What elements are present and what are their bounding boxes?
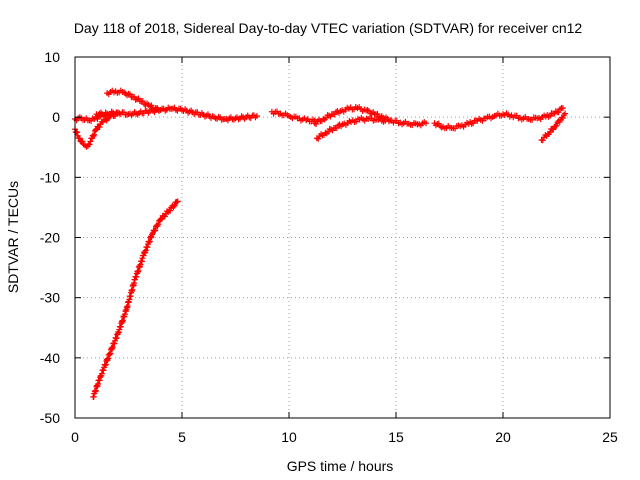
data-point [555,109,562,116]
data-point [547,129,554,136]
data-point [161,213,168,220]
x-tick-label: 10 [281,429,297,445]
data-point [167,207,174,214]
data-point [253,112,260,119]
data-point [539,137,546,144]
data-point [171,202,178,209]
y-tick-label: 10 [44,49,60,65]
y-tick-label: -10 [40,169,60,185]
data-point [155,221,162,228]
x-axis-label: GPS time / hours [287,458,394,474]
y-axis-label: SDTVAR / TECUs [5,181,21,293]
x-tick-label: 5 [178,429,186,445]
y-tick-label: -40 [40,350,60,366]
x-tick-label: 0 [71,429,79,445]
data-point [559,115,566,122]
y-tick-label: -50 [40,410,60,426]
ticks-layer: 0 5 10 15 20 25 10 0 -10 -20 -30 -40 -50 [40,49,618,445]
data-points-layer [72,87,569,400]
data-point [96,124,103,131]
data-point [86,141,93,148]
data-point [170,203,177,210]
data-point [151,228,158,235]
data-point [92,127,99,134]
data-point [152,227,159,234]
x-tick-label: 20 [495,429,511,445]
data-point [87,138,94,145]
data-point [562,110,569,117]
data-point [139,98,146,105]
data-point [91,131,98,138]
data-point [553,122,560,129]
x-tick-label: 25 [602,429,618,445]
x-tick-label: 15 [388,429,404,445]
y-tick-label: 0 [52,109,60,125]
data-point [174,198,181,205]
data-point [315,135,322,142]
data-point [79,138,86,145]
data-point [158,216,165,223]
chart-title: Day 118 of 2018, Sidereal Day-to-day VTE… [74,20,583,36]
y-tick-label: -30 [40,290,60,306]
data-point [550,126,557,133]
data-point [382,117,389,124]
data-point [76,135,83,142]
data-point [559,105,566,112]
data-point [422,120,429,127]
data-point [364,107,371,114]
y-tick-label: -20 [40,230,60,246]
